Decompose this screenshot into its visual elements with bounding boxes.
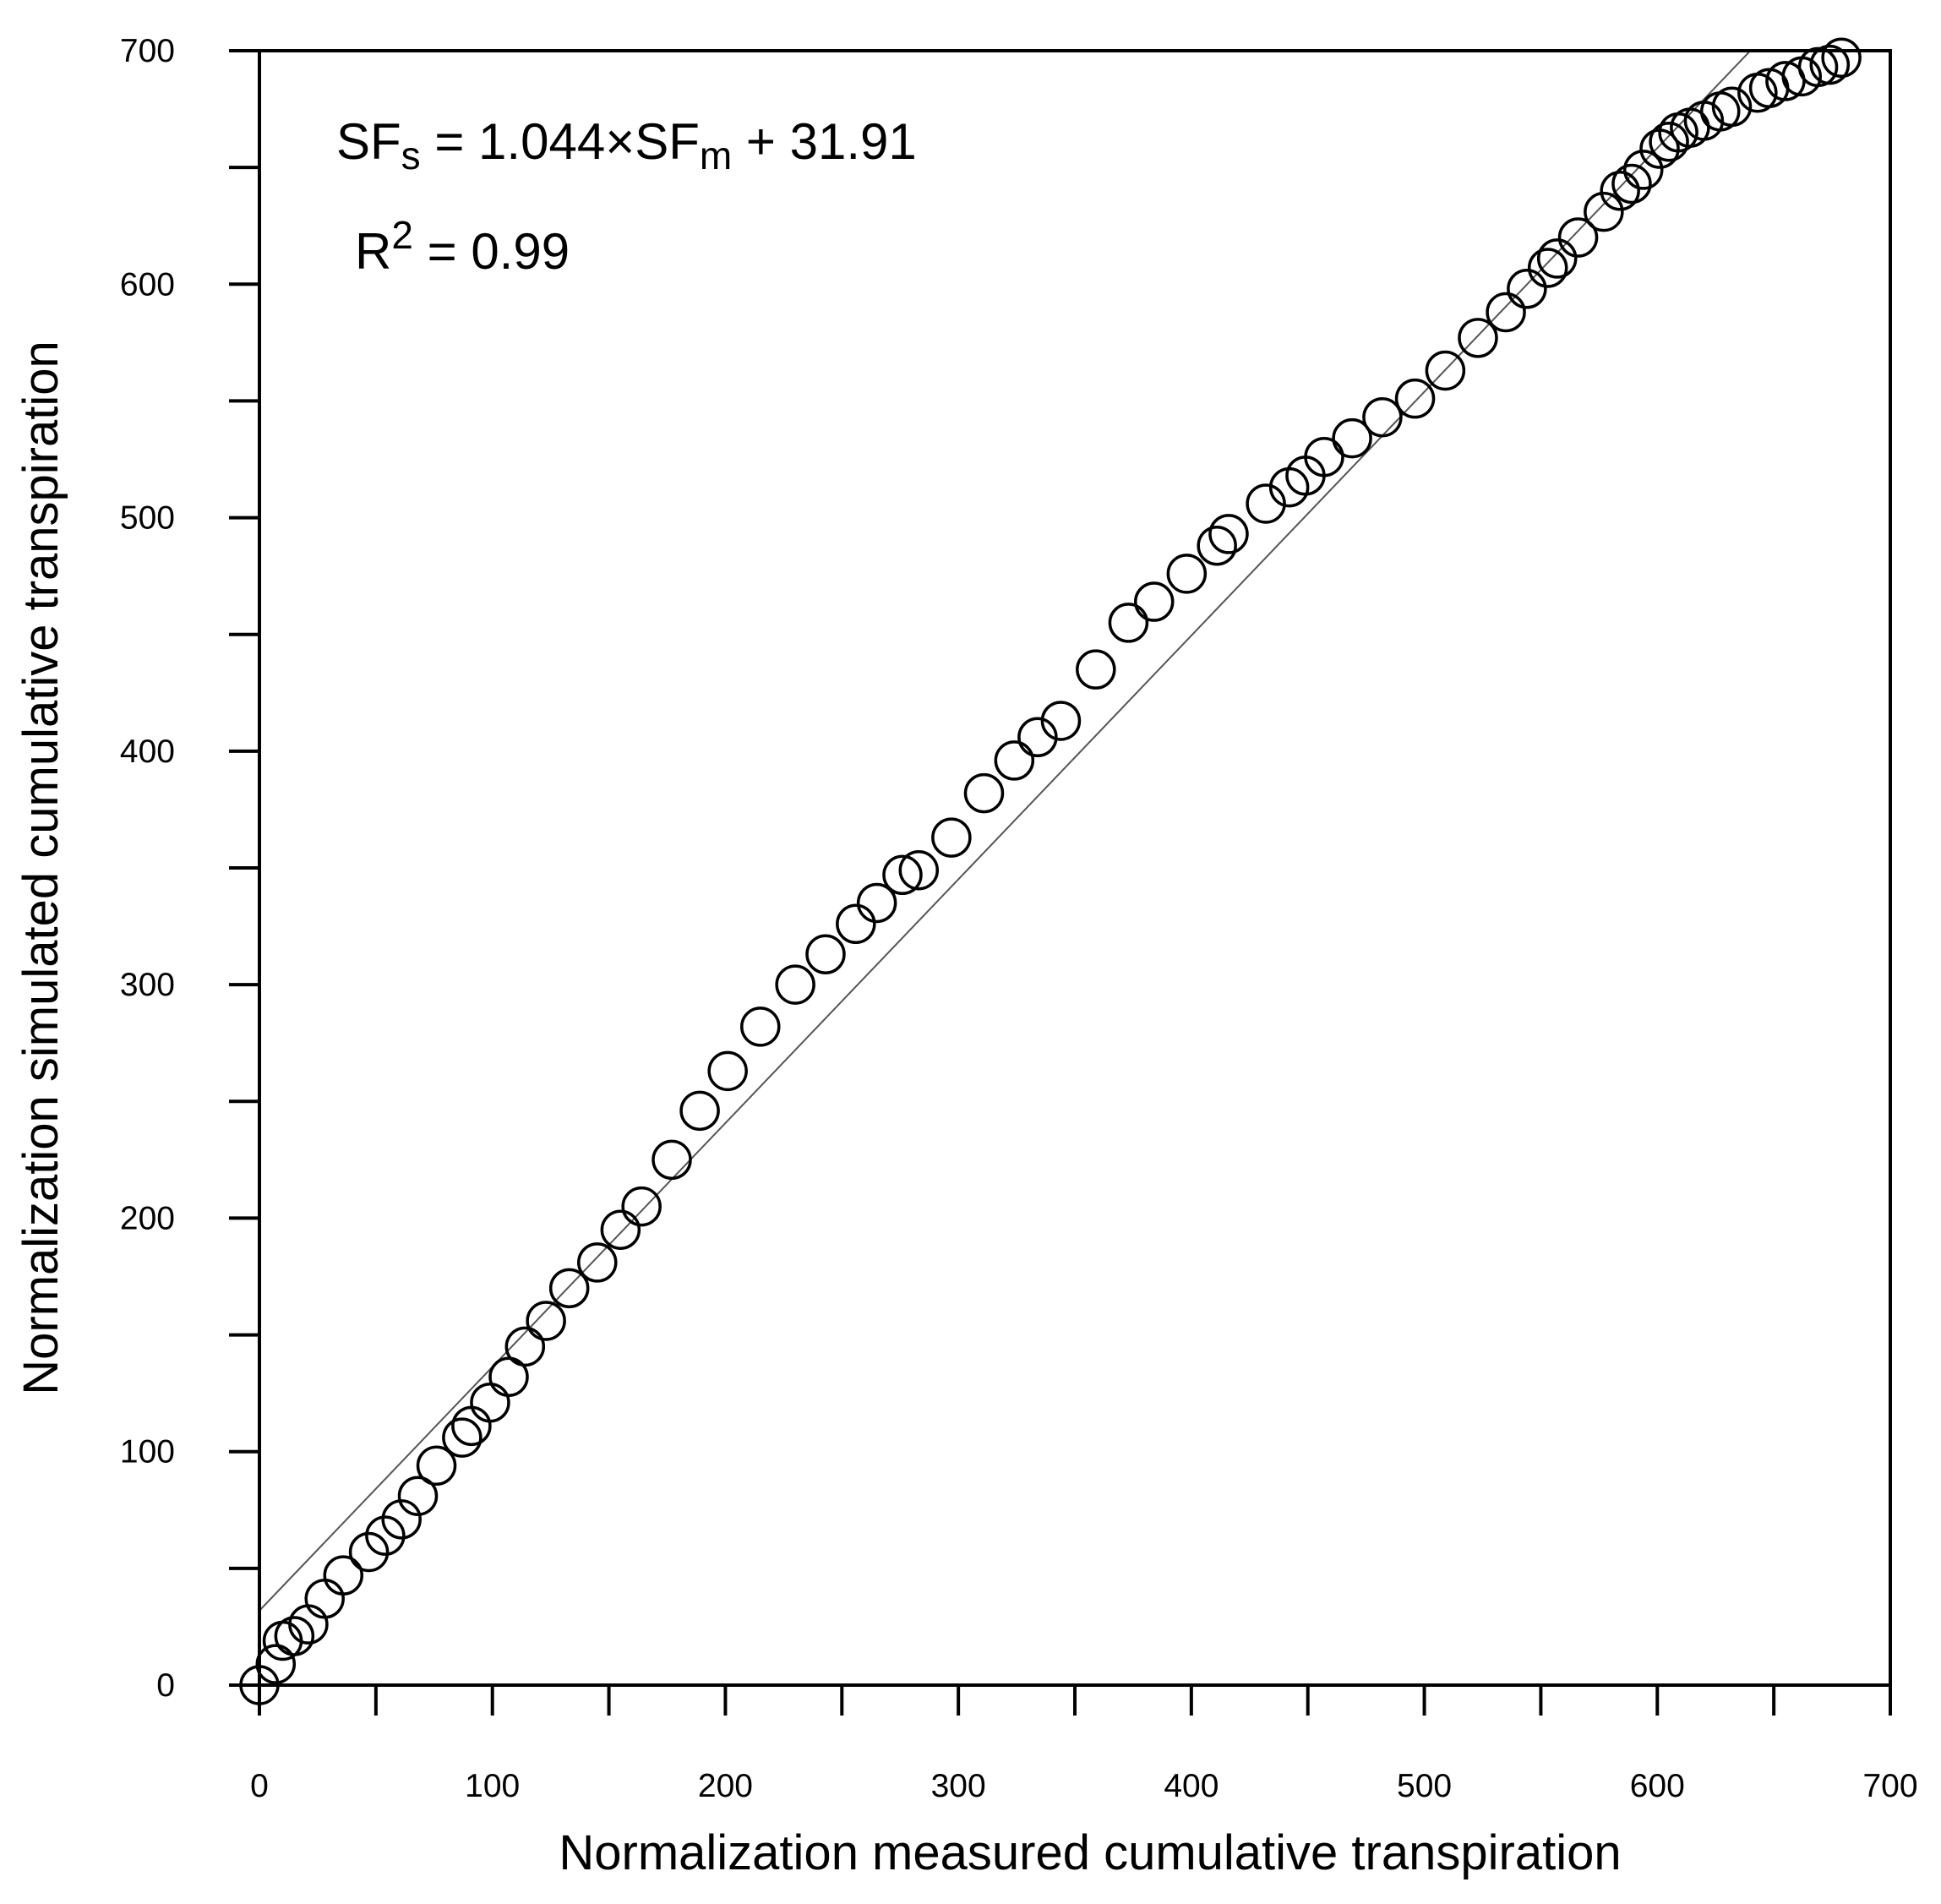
data-point-8 bbox=[365, 1515, 406, 1556]
data-point-17 bbox=[526, 1301, 566, 1341]
data-point-39 bbox=[1133, 581, 1175, 622]
data-point-6 bbox=[323, 1555, 364, 1596]
data-point-16 bbox=[504, 1326, 546, 1367]
x-tick-label-0: 0 bbox=[250, 1768, 269, 1804]
data-point-12 bbox=[442, 1417, 483, 1458]
data-point-32 bbox=[931, 817, 972, 858]
x-axis-title: Normalization measured cumulative transp… bbox=[559, 1825, 1621, 1880]
data-point-59 bbox=[1611, 163, 1652, 205]
data-point-62 bbox=[1649, 122, 1689, 162]
equation-lhs: SF bbox=[336, 113, 401, 170]
y-tick-label-200: 200 bbox=[120, 1200, 175, 1236]
data-point-50 bbox=[1425, 350, 1466, 391]
data-point-21 bbox=[621, 1186, 662, 1227]
data-point-35 bbox=[1017, 717, 1058, 758]
data-point-26 bbox=[775, 964, 815, 1005]
data-point-42 bbox=[1208, 514, 1249, 554]
data-point-34 bbox=[994, 740, 1035, 781]
equation-rhs: + 31.91 bbox=[732, 113, 917, 170]
y-tick-label-400: 400 bbox=[120, 734, 175, 770]
data-point-56 bbox=[1557, 217, 1599, 258]
data-point-28 bbox=[836, 903, 876, 945]
data-point-27 bbox=[805, 934, 846, 974]
data-point-43 bbox=[1246, 483, 1286, 524]
r-squared-superscript: 2 bbox=[391, 213, 413, 257]
data-point-57 bbox=[1584, 191, 1624, 232]
y-tick-label-600: 600 bbox=[120, 266, 175, 303]
data-point-19 bbox=[577, 1242, 618, 1283]
x-tick-label-700: 700 bbox=[1862, 1768, 1917, 1804]
data-point-54 bbox=[1527, 248, 1568, 288]
data-point-37 bbox=[1076, 649, 1116, 690]
equation-mid: = 1.044×SF bbox=[421, 113, 700, 170]
r-squared-base: R bbox=[355, 223, 391, 280]
marks-layer bbox=[239, 37, 1862, 1705]
data-point-31 bbox=[898, 850, 940, 891]
data-point-15 bbox=[488, 1356, 529, 1398]
data-point-73 bbox=[1809, 44, 1851, 85]
data-point-51 bbox=[1458, 318, 1498, 358]
data-point-11 bbox=[416, 1445, 457, 1487]
r-squared-value: = 0.99 bbox=[413, 223, 570, 280]
data-point-49 bbox=[1394, 378, 1436, 419]
data-point-58 bbox=[1600, 171, 1640, 211]
data-point-7 bbox=[348, 1531, 390, 1573]
data-point-30 bbox=[882, 854, 923, 896]
y-tick-label-700: 700 bbox=[120, 33, 175, 69]
data-point-46 bbox=[1304, 436, 1344, 477]
data-point-47 bbox=[1332, 417, 1372, 459]
data-point-22 bbox=[652, 1139, 692, 1181]
x-tick-label-200: 200 bbox=[698, 1768, 753, 1804]
data-point-33 bbox=[963, 772, 1005, 814]
data-point-53 bbox=[1507, 269, 1547, 309]
y-axis-title: Normalization simulated cumulative trans… bbox=[14, 341, 68, 1395]
data-point-10 bbox=[397, 1476, 439, 1516]
ticks-layer: 0 100 200 300 400 500 600 700 0 100 200 300 400 500 60… bbox=[120, 33, 1918, 1804]
data-point-67 bbox=[1711, 86, 1753, 128]
data-point-40 bbox=[1166, 554, 1208, 594]
x-tick-label-600: 600 bbox=[1630, 1768, 1685, 1804]
equation-mid-subscript: m bbox=[700, 134, 732, 177]
data-point-38 bbox=[1108, 603, 1149, 643]
x-tick-label-500: 500 bbox=[1397, 1768, 1452, 1804]
y-tick-label-0: 0 bbox=[156, 1667, 175, 1704]
data-point-60 bbox=[1622, 150, 1664, 190]
data-point-23 bbox=[679, 1090, 720, 1132]
x-tick-label-400: 400 bbox=[1164, 1768, 1219, 1804]
data-point-55 bbox=[1536, 238, 1578, 279]
r-squared: R2 = 0.99 bbox=[355, 213, 570, 280]
data-point-74 bbox=[1821, 37, 1862, 79]
y-tick-label-100: 100 bbox=[120, 1434, 175, 1470]
y-tick-label-300: 300 bbox=[120, 967, 175, 1003]
data-point-3 bbox=[274, 1616, 315, 1656]
y-tick-label-500: 500 bbox=[120, 500, 175, 537]
data-point-48 bbox=[1362, 397, 1403, 438]
data-point-25 bbox=[740, 1007, 781, 1047]
data-point-1 bbox=[255, 1644, 297, 1684]
data-point-24 bbox=[707, 1050, 748, 1092]
data-point-18 bbox=[548, 1268, 590, 1309]
data-point-41 bbox=[1197, 525, 1237, 566]
data-point-52 bbox=[1486, 292, 1526, 333]
x-tick-label-300: 300 bbox=[931, 1768, 986, 1804]
data-point-36 bbox=[1040, 701, 1082, 741]
plot-frame bbox=[258, 49, 1892, 1687]
data-point-9 bbox=[381, 1499, 422, 1540]
equation-lhs-subscript: s bbox=[401, 134, 421, 177]
data-point-29 bbox=[856, 882, 897, 924]
data-point-20 bbox=[600, 1209, 641, 1250]
x-tick-label-100: 100 bbox=[465, 1768, 520, 1804]
regression-equation: SFs = 1.044×SFm + 31.91 bbox=[336, 113, 917, 177]
